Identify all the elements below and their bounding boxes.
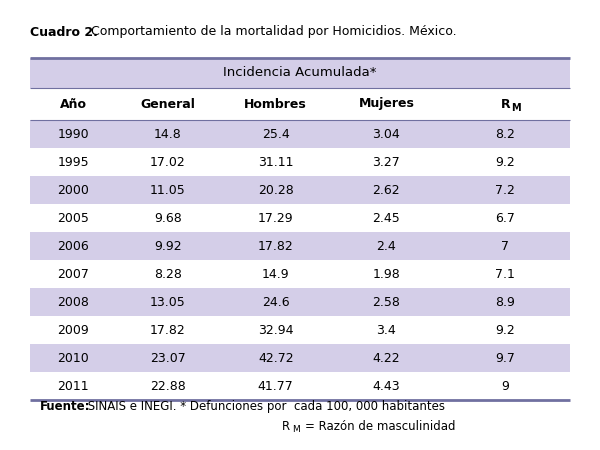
- Bar: [30, 148, 570, 176]
- Text: 24.6: 24.6: [262, 296, 290, 309]
- Text: M: M: [292, 425, 300, 434]
- Bar: [30, 288, 570, 316]
- Text: 2009: 2009: [58, 324, 89, 337]
- Bar: [30, 120, 570, 148]
- Text: 9.92: 9.92: [154, 239, 182, 252]
- Text: Incidencia Acumulada*: Incidencia Acumulada*: [223, 67, 377, 80]
- Text: 4.43: 4.43: [373, 379, 400, 392]
- Text: 2005: 2005: [57, 212, 89, 225]
- Text: 20.28: 20.28: [258, 184, 293, 197]
- Text: 17.82: 17.82: [258, 239, 293, 252]
- Text: 3.04: 3.04: [373, 127, 400, 140]
- Text: 2011: 2011: [58, 379, 89, 392]
- Text: 8.9: 8.9: [495, 296, 515, 309]
- Text: 7.1: 7.1: [495, 267, 515, 280]
- Text: R: R: [282, 420, 290, 433]
- Bar: [30, 88, 570, 120]
- Text: 11.05: 11.05: [150, 184, 185, 197]
- Bar: [30, 204, 570, 232]
- Text: 2.4: 2.4: [377, 239, 396, 252]
- Text: Año: Año: [60, 98, 87, 111]
- Bar: [30, 232, 570, 260]
- Text: 3.4: 3.4: [377, 324, 396, 337]
- Text: = Razón de masculinidad: = Razón de masculinidad: [305, 420, 455, 433]
- Text: 23.07: 23.07: [150, 351, 185, 364]
- Text: 41.77: 41.77: [258, 379, 293, 392]
- Text: 9.7: 9.7: [495, 351, 515, 364]
- Text: 2007: 2007: [57, 267, 89, 280]
- Text: 42.72: 42.72: [258, 351, 293, 364]
- Bar: [30, 372, 570, 400]
- Text: Hombres: Hombres: [244, 98, 307, 111]
- Text: 4.22: 4.22: [373, 351, 400, 364]
- Text: 1.98: 1.98: [373, 267, 400, 280]
- Text: R: R: [500, 98, 510, 111]
- Text: 2000: 2000: [57, 184, 89, 197]
- Text: 2.62: 2.62: [373, 184, 400, 197]
- Text: 8.28: 8.28: [154, 267, 182, 280]
- Text: 13.05: 13.05: [150, 296, 185, 309]
- Text: General: General: [140, 98, 195, 111]
- Text: 14.8: 14.8: [154, 127, 182, 140]
- Text: 1995: 1995: [58, 156, 89, 168]
- Text: 7: 7: [501, 239, 509, 252]
- Text: M: M: [511, 103, 521, 113]
- Text: 25.4: 25.4: [262, 127, 290, 140]
- Text: Mujeres: Mujeres: [358, 98, 415, 111]
- Text: 3.27: 3.27: [373, 156, 400, 168]
- Text: 2010: 2010: [58, 351, 89, 364]
- Text: 9.2: 9.2: [496, 324, 515, 337]
- Text: 9.2: 9.2: [496, 156, 515, 168]
- Text: 17.02: 17.02: [150, 156, 185, 168]
- Text: 31.11: 31.11: [258, 156, 293, 168]
- Text: 32.94: 32.94: [258, 324, 293, 337]
- Bar: [30, 344, 570, 372]
- Bar: [30, 316, 570, 344]
- Text: 9: 9: [501, 379, 509, 392]
- Text: 8.2: 8.2: [495, 127, 515, 140]
- Text: 7.2: 7.2: [495, 184, 515, 197]
- Text: 9.68: 9.68: [154, 212, 182, 225]
- Text: 2.45: 2.45: [373, 212, 400, 225]
- Text: 1990: 1990: [58, 127, 89, 140]
- Text: 2008: 2008: [57, 296, 89, 309]
- Bar: [30, 176, 570, 204]
- Text: 2006: 2006: [58, 239, 89, 252]
- Text: 17.82: 17.82: [150, 324, 185, 337]
- Text: Comportamiento de la mortalidad por Homicidios. México.: Comportamiento de la mortalidad por Homi…: [87, 26, 457, 39]
- Text: Fuente:: Fuente:: [40, 400, 91, 413]
- Text: SINAIS e INEGI. * Defunciones por  cada 100, 000 habitantes: SINAIS e INEGI. * Defunciones por cada 1…: [84, 400, 445, 413]
- Text: 2.58: 2.58: [373, 296, 400, 309]
- Text: 6.7: 6.7: [495, 212, 515, 225]
- Bar: [30, 58, 570, 88]
- Bar: [30, 260, 570, 288]
- Text: Cuadro 2.: Cuadro 2.: [30, 26, 98, 39]
- Text: 17.29: 17.29: [258, 212, 293, 225]
- Text: 14.9: 14.9: [262, 267, 290, 280]
- Text: 22.88: 22.88: [150, 379, 185, 392]
